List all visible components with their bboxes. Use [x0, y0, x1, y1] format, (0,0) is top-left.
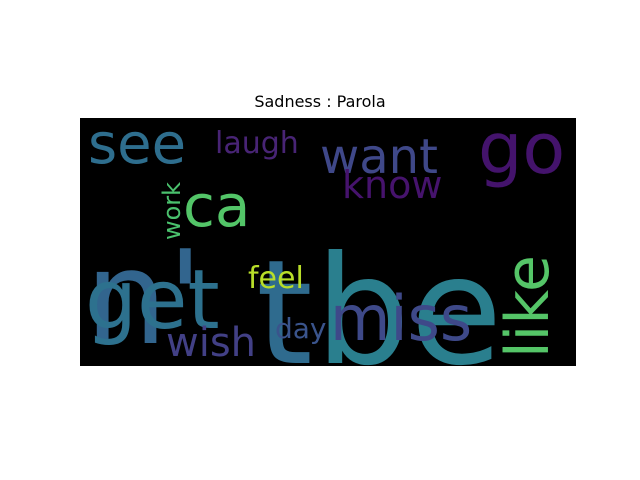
- word-day: day: [275, 312, 327, 345]
- word-work: work: [158, 182, 186, 240]
- word-know: know: [342, 163, 442, 207]
- word-like: like: [493, 255, 563, 358]
- word-see: see: [88, 118, 186, 177]
- word-t: t: [256, 229, 313, 366]
- word-get: get: [85, 253, 220, 348]
- word-want: want: [320, 129, 438, 185]
- word-miss: miss: [330, 282, 472, 355]
- word-feel: feel: [248, 261, 304, 296]
- word-go: go: [478, 118, 565, 190]
- word-wish: wish: [166, 320, 256, 366]
- word-laugh: laugh: [215, 126, 299, 161]
- chart-title: Sadness : Parola: [254, 92, 386, 111]
- word-cloud-canvas: bet n'get go miss like see want ca know wish laugh…: [85, 118, 565, 366]
- word-cloud: be t n' get go miss like see want ca know wish laugh…: [80, 118, 576, 366]
- word-n: n': [85, 222, 203, 366]
- word-be: be: [315, 225, 503, 366]
- word-ca: ca: [183, 172, 250, 240]
